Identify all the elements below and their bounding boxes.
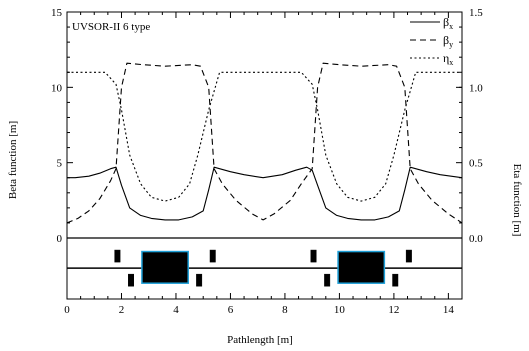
y2-tick-label: 0.5 xyxy=(469,158,483,170)
legend-label: ηx xyxy=(443,51,453,67)
legend-label: βx xyxy=(443,15,453,31)
y2-tick-label: 1.5 xyxy=(469,7,483,19)
quadrupole-magnet xyxy=(310,249,317,263)
series-lines xyxy=(66,62,463,224)
x-axis-label: Pathlength [m] xyxy=(227,334,293,346)
y2-axis-label: Eta function [m] xyxy=(511,164,523,237)
x-tick-label: 4 xyxy=(173,304,179,316)
x-tick-label: 8 xyxy=(282,304,288,316)
y-tick-label: 5 xyxy=(57,158,63,170)
quadrupole-magnet xyxy=(324,273,331,287)
quadrupole-magnet xyxy=(196,273,203,287)
plot-frame xyxy=(66,11,463,300)
y-tick-label: 0 xyxy=(57,233,63,245)
series-line-beta-x xyxy=(67,166,463,221)
x-tick-label: 10 xyxy=(334,304,346,316)
bending-magnet xyxy=(141,250,189,284)
y-axis-label: Beta function [m] xyxy=(7,121,19,199)
series-line-beta-y xyxy=(66,62,463,224)
plot-border xyxy=(66,11,463,300)
y2-tick-label: 0.0 xyxy=(469,233,483,245)
x-tick-label: 12 xyxy=(388,304,399,316)
x-tick-label: 6 xyxy=(228,304,234,316)
quadrupole-magnet xyxy=(128,273,134,287)
y-tick-label: 10 xyxy=(51,82,63,94)
y-tick-label: 15 xyxy=(51,7,63,19)
quadrupole-magnet xyxy=(209,249,216,263)
chart-title: UVSOR-II 6 type xyxy=(72,21,150,33)
quadrupole-magnet xyxy=(114,249,121,263)
y2-tick-label: 1.0 xyxy=(469,82,483,94)
x-tick-label: 0 xyxy=(64,304,70,316)
bending-magnet xyxy=(337,250,386,284)
axis-ticks: 0 2 4 6 8 10 12 14 0 5 10 15 0.0 0.5 1.0 1.5 xyxy=(51,7,483,316)
x-tick-label: 14 xyxy=(443,304,455,316)
legend-label: βy xyxy=(443,33,453,49)
lattice-section xyxy=(67,249,462,287)
x-tick-label: 2 xyxy=(119,304,125,316)
quadrupole-magnet xyxy=(392,273,399,287)
series-line-eta-x xyxy=(67,71,462,202)
legend: βx βy ηx xyxy=(410,15,453,67)
quadrupole-magnet xyxy=(405,249,412,263)
